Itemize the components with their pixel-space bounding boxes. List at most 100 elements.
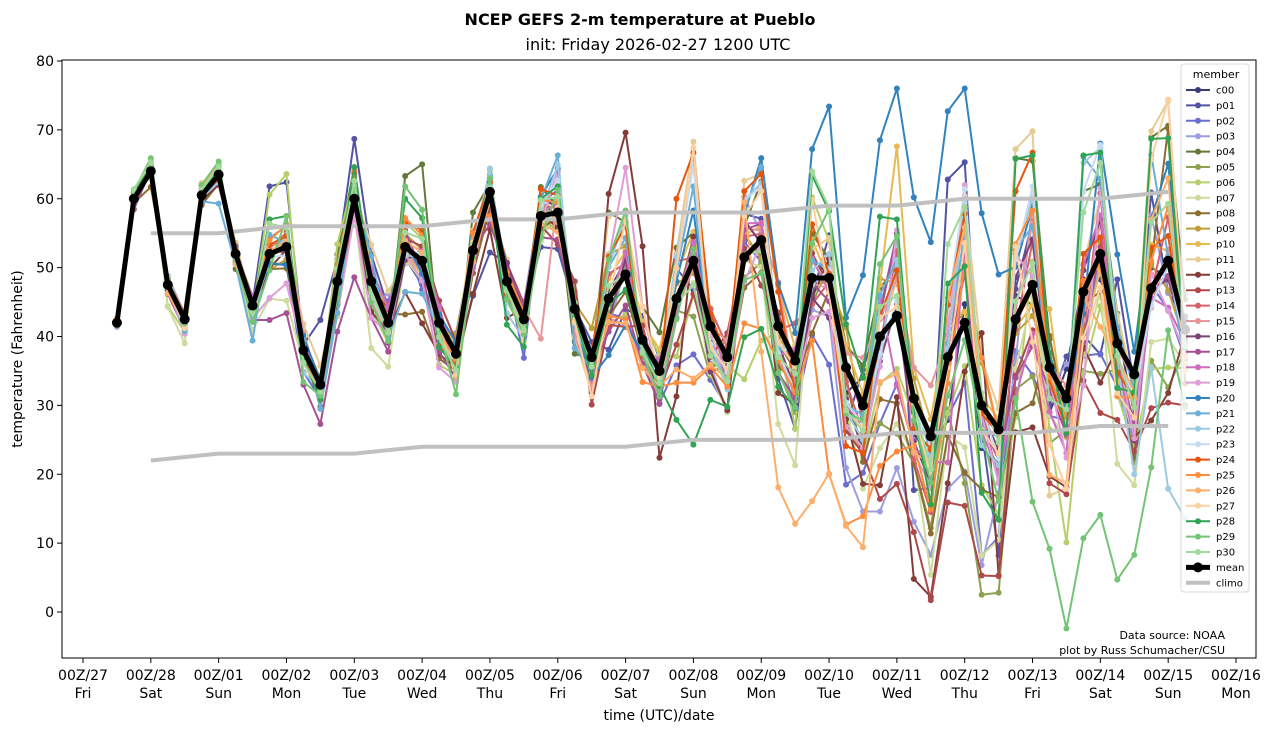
mean-point: [434, 317, 445, 328]
data-point-p25: [690, 379, 697, 386]
chart-subtitle: init: Friday 2026-02-27 1200 UTC: [526, 35, 791, 54]
data-point-p30: [1029, 260, 1036, 267]
data-point-p26: [622, 320, 629, 327]
data-point-p25: [622, 316, 629, 323]
data-point-p20: [826, 103, 833, 110]
legend-item-p12: p12: [1186, 270, 1235, 281]
data-point-p06: [673, 353, 680, 360]
data-point-p25: [724, 383, 731, 390]
x-tick-label: 00Z/16: [1211, 668, 1261, 684]
data-point-p02: [673, 362, 680, 369]
data-point-p02: [1097, 350, 1104, 357]
data-point-p21: [215, 200, 222, 207]
legend-marker: [1195, 102, 1201, 109]
legend-label: p23: [1216, 440, 1235, 451]
data-point-p19: [1131, 435, 1138, 442]
data-point-p10: [961, 308, 968, 315]
mean-point: [824, 272, 835, 283]
legend-label: p18: [1216, 363, 1235, 374]
data-point-p24: [775, 288, 782, 295]
data-point-p29: [368, 299, 375, 306]
mean-point: [976, 400, 987, 411]
legend-marker: [1195, 148, 1201, 155]
data-point-p18: [436, 303, 443, 310]
data-point-p26: [792, 520, 799, 527]
data-point-p28: [503, 321, 510, 328]
data-point-p28: [266, 216, 273, 223]
data-point-p30: [1148, 219, 1155, 226]
data-point-p28: [1148, 135, 1155, 142]
data-point-p21: [876, 292, 883, 299]
data-point-p26: [775, 484, 782, 491]
mean-point: [484, 186, 495, 197]
data-point-p30: [1165, 200, 1172, 207]
chart-title: NCEP GEFS 2-m temperature at Pueblo: [465, 10, 816, 29]
mean-point: [535, 210, 546, 221]
data-point-p25: [741, 320, 748, 327]
data-point-p28: [893, 216, 900, 223]
legend-marker: [1195, 164, 1201, 170]
data-point-p29: [1131, 551, 1138, 558]
data-point-p29: [927, 479, 934, 486]
data-point-p19: [622, 164, 629, 171]
data-point-p21: [249, 337, 256, 344]
x-tick-day-label: Tue: [341, 686, 366, 702]
data-point-p29: [893, 232, 900, 239]
data-point-c00: [961, 301, 968, 308]
x-tick-day-label: Sun: [680, 686, 707, 702]
data-point-p19: [826, 308, 833, 315]
data-point-p01: [317, 316, 324, 323]
data-point-p28: [520, 343, 527, 350]
data-point-p29: [1046, 545, 1053, 552]
data-point-p22: [1148, 364, 1155, 371]
mean-point: [467, 245, 478, 256]
data-point-p26: [910, 449, 917, 456]
legend-label: p02: [1216, 116, 1235, 127]
data-point-p27: [181, 325, 188, 332]
data-point-p10: [1046, 305, 1053, 312]
data-point-p13: [1097, 409, 1104, 416]
data-point-p27: [639, 303, 646, 310]
data-point-p18: [690, 239, 697, 246]
data-point-p30: [724, 378, 731, 385]
data-point-p30: [927, 466, 934, 473]
data-point-p13: [571, 278, 578, 285]
data-point-p30: [215, 163, 222, 170]
data-point-p18: [1046, 408, 1053, 415]
mean-point: [908, 393, 919, 404]
data-point-p13: [961, 502, 968, 509]
data-point-p24: [758, 170, 765, 177]
data-point-p30: [1012, 298, 1019, 305]
legend-marker: [1195, 502, 1201, 509]
legend-marker: [1195, 271, 1201, 278]
data-point-p30: [588, 363, 595, 370]
data-point-p17: [283, 310, 290, 317]
legend-title: member: [1193, 68, 1240, 81]
legend-label: p11: [1216, 255, 1235, 266]
data-point-p24: [673, 195, 680, 202]
data-point-p04: [469, 209, 476, 216]
legend-marker: [1195, 287, 1201, 294]
data-point-p13: [1046, 480, 1053, 487]
data-point-p29: [1165, 327, 1172, 334]
data-point-p05: [978, 591, 985, 598]
data-point-p01: [1114, 276, 1121, 283]
data-point-p27: [1131, 414, 1138, 421]
legend-item-c00: c00: [1186, 86, 1234, 97]
data-point-p13: [978, 572, 985, 579]
legend-item-p24: p24: [1186, 455, 1235, 466]
data-point-p30: [1080, 209, 1087, 216]
data-point-p30: [385, 329, 392, 336]
mean-point: [1061, 393, 1072, 404]
mean-point: [298, 345, 309, 356]
data-point-p06: [266, 191, 273, 198]
data-point-p03: [910, 518, 917, 525]
data-point-p30: [419, 235, 426, 242]
legend-item-p22: p22: [1186, 424, 1235, 435]
data-point-p25: [809, 337, 816, 344]
legend-label: p07: [1216, 193, 1235, 204]
mean-point: [451, 348, 462, 359]
y-tick-label: 50: [36, 261, 54, 277]
y-tick-label: 70: [36, 123, 54, 139]
legend-marker: [1195, 179, 1201, 186]
